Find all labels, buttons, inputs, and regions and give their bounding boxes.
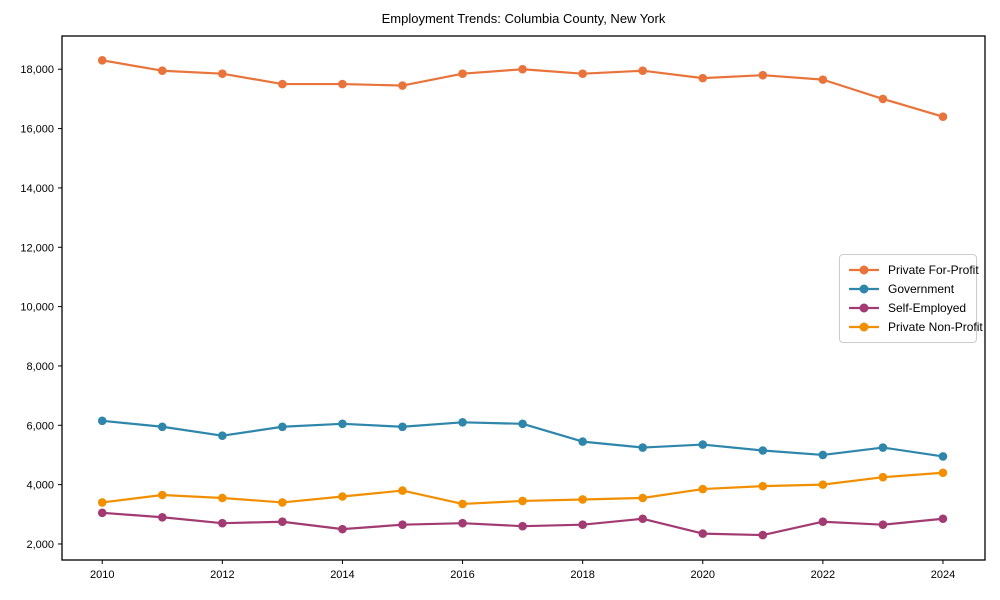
data-point (157, 66, 167, 76)
x-tick-label: 2024 (931, 569, 955, 581)
data-point (458, 518, 467, 528)
data-point (458, 69, 467, 78)
data-point (698, 529, 708, 538)
data-point (578, 69, 587, 78)
legend-dot (859, 265, 869, 275)
data-point (758, 481, 768, 491)
legend-line-marker-icon (849, 303, 879, 313)
data-point (878, 520, 888, 529)
x-tick-label: 2020 (691, 569, 715, 581)
y-tick-label: 18,000 (20, 64, 54, 76)
data-point (398, 486, 407, 495)
data-point (278, 517, 287, 527)
data-point (218, 518, 227, 528)
data-point (578, 520, 587, 529)
data-point (157, 512, 167, 522)
data-point (518, 496, 527, 506)
legend-item-self-employed: Self-Employed (848, 299, 968, 318)
data-point (338, 79, 347, 89)
data-point (578, 437, 587, 446)
data-point (578, 495, 587, 504)
data-point (638, 493, 648, 503)
data-point (638, 66, 648, 76)
legend-label: Private Non-Profit (888, 320, 983, 335)
data-point (398, 520, 407, 529)
x-tick-label: 2022 (811, 569, 835, 581)
data-point (398, 81, 407, 90)
data-point (878, 94, 888, 104)
data-point (518, 419, 527, 429)
data-point (278, 498, 287, 507)
data-point (758, 530, 768, 540)
data-point (157, 490, 167, 500)
data-point (278, 422, 287, 432)
legend: Private For-Profit Government Self-Employe… (839, 254, 983, 343)
data-point (698, 440, 708, 449)
data-point (97, 56, 107, 65)
data-point (698, 73, 708, 83)
data-point (638, 514, 648, 524)
x-tick-label: 2014 (330, 569, 354, 581)
data-point (938, 112, 948, 122)
legend-item-private-non-profit: Private Non-Profit (848, 318, 983, 337)
data-point (818, 517, 828, 527)
data-point (518, 521, 527, 531)
chart-title: Employment Trends: Columbia County, New … (381, 11, 666, 26)
data-point (458, 499, 467, 509)
y-tick-label: 14,000 (20, 183, 54, 195)
legend-line-marker-icon (849, 322, 879, 332)
data-point (518, 64, 527, 74)
x-tick-label: 2016 (450, 569, 474, 581)
x-tick-label: 2010 (90, 569, 114, 581)
data-point (938, 514, 948, 524)
y-tick-label: 12,000 (20, 242, 54, 254)
data-point (338, 524, 347, 534)
data-point (278, 79, 287, 89)
y-tick-label: 2,000 (26, 539, 54, 551)
data-point (938, 452, 948, 461)
data-point (878, 472, 888, 482)
data-point (458, 418, 467, 427)
y-tick-label: 16,000 (20, 124, 54, 136)
x-tick-label: 2012 (210, 569, 234, 581)
data-point (758, 70, 768, 80)
data-point (97, 498, 107, 507)
data-point (97, 508, 107, 518)
data-point (698, 484, 708, 494)
data-point (338, 419, 347, 429)
y-tick-label: 4,000 (26, 480, 54, 492)
data-point (818, 450, 828, 460)
legend-line-marker-icon (849, 265, 879, 275)
data-point (218, 493, 227, 503)
legend-label: Private For-Profit (888, 262, 979, 277)
legend-item-government: Government (848, 279, 968, 298)
data-point (97, 416, 107, 426)
legend-dot (859, 284, 869, 294)
legend-label: Self-Employed (888, 301, 967, 316)
y-tick-label: 10,000 (20, 302, 54, 314)
data-point (818, 480, 828, 489)
legend-line-marker-icon (849, 284, 879, 294)
legend-dot (859, 303, 869, 313)
data-point (218, 431, 227, 440)
legend-item-private-for-profit: Private For-Profit (848, 260, 979, 279)
y-tick-label: 6,000 (26, 420, 54, 432)
legend-dot (859, 322, 869, 332)
data-point (938, 468, 948, 478)
legend-label: Government (888, 281, 955, 296)
data-point (818, 75, 828, 84)
data-point (157, 422, 167, 432)
data-point (878, 443, 888, 452)
data-point (398, 422, 407, 432)
data-point (758, 446, 768, 455)
x-tick-label: 2018 (570, 569, 594, 581)
plot-border (61, 35, 986, 561)
data-point (218, 69, 227, 78)
data-point (338, 492, 347, 501)
data-point (638, 443, 648, 452)
y-tick-label: 8,000 (26, 361, 54, 373)
